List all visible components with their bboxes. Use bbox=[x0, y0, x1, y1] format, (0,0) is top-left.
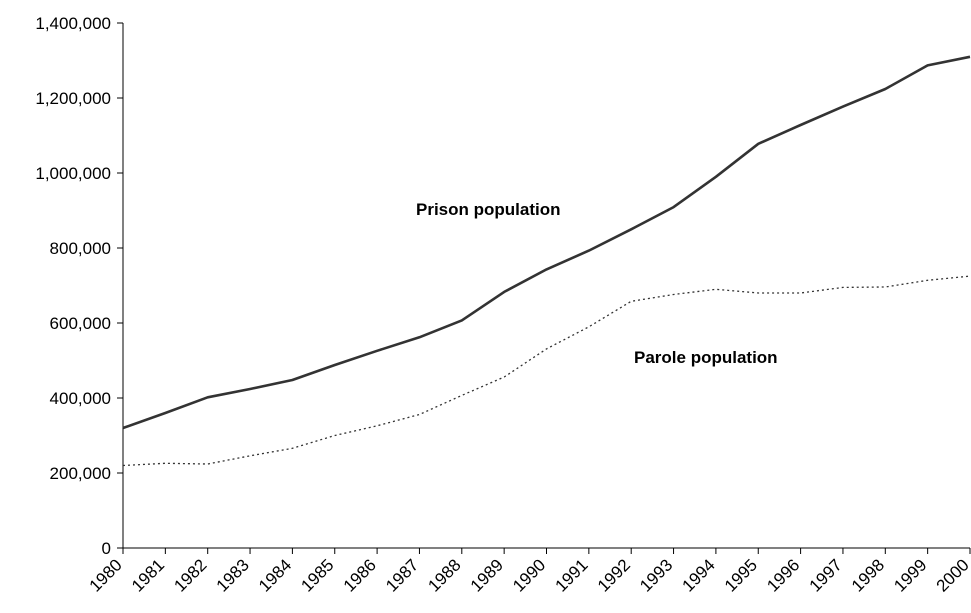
x-tick-label: 1983 bbox=[213, 555, 253, 595]
series-line-prison bbox=[122, 55, 971, 430]
x-tick-label: 1987 bbox=[382, 555, 422, 595]
x-tick-label: 1998 bbox=[848, 555, 888, 595]
x-axis-ticks: 1980 1981 1982 1983 1984 1985 1986 1987 1988 1989… bbox=[86, 548, 971, 596]
x-tick-label: 1990 bbox=[509, 555, 549, 595]
series-label-parole: Parole population bbox=[634, 348, 778, 367]
y-tick-label: 0 bbox=[102, 539, 111, 558]
axes bbox=[122, 23, 970, 549]
x-tick-label: 1988 bbox=[424, 555, 464, 595]
x-tick-label: 1985 bbox=[297, 555, 337, 595]
y-axis-ticks: 0 200,000 400,000 600,000 800,000 1,000,000 1,… bbox=[35, 14, 123, 558]
x-tick-label: 1995 bbox=[721, 555, 761, 595]
x-tick-label: 1996 bbox=[763, 555, 803, 595]
y-tick-label: 1,400,000 bbox=[35, 14, 111, 33]
y-tick-label: 1,000,000 bbox=[35, 164, 111, 183]
x-tick-label: 1991 bbox=[551, 555, 591, 595]
x-tick-label: 1993 bbox=[636, 555, 676, 595]
y-tick-label: 600,000 bbox=[50, 314, 111, 333]
series-lines bbox=[122, 55, 971, 467]
x-tick-label: 2000 bbox=[933, 555, 971, 595]
x-tick-label: 1986 bbox=[340, 555, 380, 595]
x-tick-label: 1994 bbox=[679, 555, 719, 595]
x-tick-label: 1992 bbox=[594, 555, 634, 595]
x-tick-label: 1981 bbox=[128, 555, 168, 595]
x-tick-label: 1989 bbox=[467, 555, 507, 595]
x-tick-label: 1984 bbox=[255, 555, 295, 595]
y-tick-label: 800,000 bbox=[50, 239, 111, 258]
x-tick-label: 1997 bbox=[806, 555, 846, 595]
x-tick-label: 1982 bbox=[170, 555, 210, 595]
series-label-prison: Prison population bbox=[416, 200, 561, 219]
x-tick-label: 1980 bbox=[86, 555, 126, 595]
y-tick-label: 1,200,000 bbox=[35, 89, 111, 108]
series-line-parole bbox=[122, 275, 971, 467]
y-tick-label: 400,000 bbox=[50, 389, 111, 408]
y-tick-label: 200,000 bbox=[50, 464, 111, 483]
x-tick-label: 1999 bbox=[890, 555, 930, 595]
